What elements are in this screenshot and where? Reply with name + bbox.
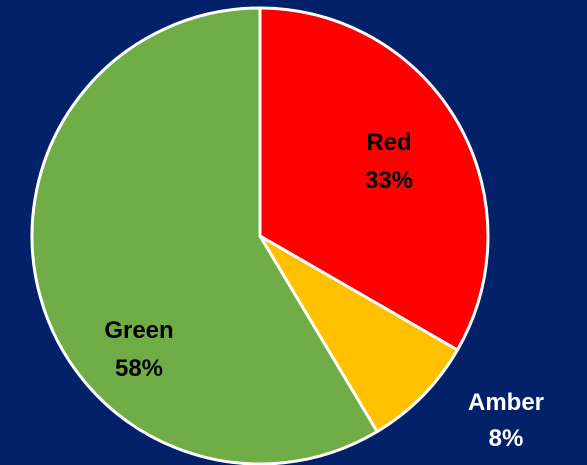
pie-slices <box>30 6 490 465</box>
pie-slice-red <box>258 6 490 352</box>
pie-slice-amber <box>258 234 459 434</box>
slice-percent-red: 33% <box>365 167 413 194</box>
slice-percent-green: 58% <box>115 355 163 382</box>
slice-label-green: Green <box>104 317 173 344</box>
slice-label-red: Red <box>366 129 411 156</box>
pie-labels: Red 33% Amber 8% Green 58% <box>104 129 544 452</box>
slice-percent-amber: 8% <box>489 425 524 452</box>
slice-label-amber: Amber <box>468 389 544 416</box>
pie-slice-green <box>30 6 379 465</box>
